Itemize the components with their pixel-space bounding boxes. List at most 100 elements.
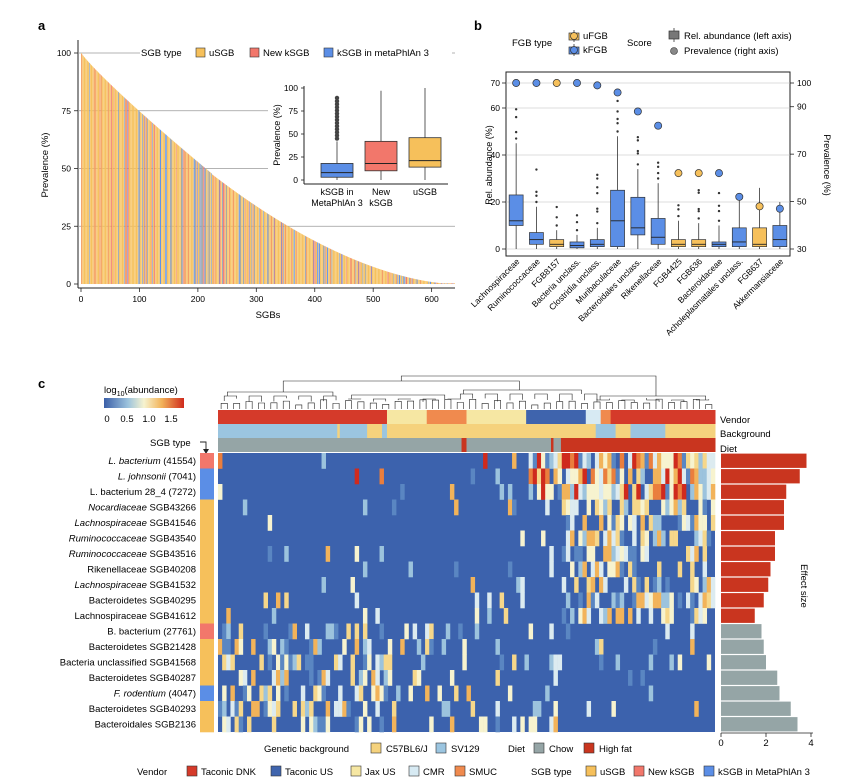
prevalence-bar [291, 228, 292, 284]
heatmap-cell [391, 716, 397, 733]
heatmap-cell [657, 561, 662, 578]
fgb-box [549, 239, 565, 248]
fgb-outlier [717, 191, 721, 195]
prevalence-bar [353, 259, 354, 284]
heatmap-cell [222, 701, 227, 717]
prevalence-bar [310, 238, 311, 284]
dendro-link [397, 398, 411, 401]
inset-outlier [334, 114, 340, 119]
prevalence-bar [297, 231, 298, 284]
heatmap-cell [512, 453, 517, 469]
prevalence-bar [192, 157, 194, 284]
annotation-cell [600, 410, 612, 424]
vendor-label: SMUC [469, 767, 497, 778]
heatmap-cell [379, 716, 384, 733]
x-tick-label: 500 [366, 294, 380, 304]
heatmap-cell [677, 654, 683, 671]
heatmap-cell [267, 546, 273, 562]
heatmap-cell [462, 639, 467, 655]
heatmap-cell [590, 546, 596, 562]
heatmap-cell [640, 592, 645, 609]
heatmap-cell [565, 453, 571, 469]
heatmap-cell [603, 577, 608, 593]
prevalence-bar [283, 223, 284, 284]
prevalence-bar [253, 204, 254, 284]
prevalence-bar [377, 268, 379, 284]
effect-size-bar [721, 531, 775, 546]
prevalence-bar [449, 283, 450, 284]
annotation-cell [466, 410, 527, 424]
prevalence-bar [383, 270, 385, 284]
prevalence-bar [120, 93, 121, 284]
prevalence-bar [276, 219, 278, 284]
prevalence-bar [255, 205, 257, 284]
prevalence-bar [398, 275, 400, 284]
prevalence-bar [117, 91, 119, 284]
heatmap-cell [429, 623, 434, 640]
heatmap-cell [582, 453, 587, 469]
heatmap-cell [619, 453, 625, 469]
dendro-link [233, 403, 241, 409]
prevalence-bar [249, 201, 250, 284]
legend-newksgb-swatch [249, 47, 260, 58]
row-sgb-type-cell [200, 530, 214, 547]
prevalence-bar [235, 192, 237, 284]
heatmap-cell [474, 623, 480, 640]
heatmap-cell [632, 499, 637, 516]
row-label: L. johnsonii (7041) [118, 472, 196, 483]
heatmap-cell [516, 577, 521, 593]
heatmap-cell [528, 623, 534, 640]
prevalence-bar [341, 253, 342, 284]
prevalence-bar [452, 283, 453, 284]
dendro-link [593, 401, 601, 409]
prevalence-bar [230, 188, 232, 284]
legend-vendor-title: Vendor [137, 767, 167, 778]
prevalence-bar [321, 244, 323, 284]
prevalence-bar [161, 130, 162, 284]
heatmap-cell [607, 468, 612, 485]
prevalence-bar [445, 283, 447, 284]
prevalence-bar [209, 171, 211, 284]
prevalence-bar [427, 281, 429, 284]
heatmap-cell [362, 670, 368, 686]
heatmap-cell [611, 468, 616, 485]
prevalence-bar [114, 88, 116, 284]
colorbar-tick-0: 0 [104, 414, 109, 425]
heatmap-cell [532, 716, 538, 733]
fgb-outlier [677, 208, 680, 211]
heatmap-cell [690, 515, 695, 531]
heatmap-cell [321, 453, 326, 469]
heatmap-cell [686, 546, 691, 562]
heatmap-cell [495, 701, 500, 717]
effect-size-bar [721, 453, 807, 468]
heatmap-cell [230, 685, 235, 702]
heatmap-cell [218, 639, 223, 655]
fgb-box [772, 225, 788, 247]
prevalence-bar [244, 198, 246, 284]
prevalence-bar [405, 276, 406, 284]
heatmap-cell [528, 484, 534, 500]
prevalence-bar [293, 229, 294, 284]
row-labels: L. bacterium (41554)L. johnsonii (7041)L… [60, 456, 196, 731]
prevalence-bar [200, 164, 201, 284]
prevalence-bar [402, 276, 403, 284]
heatmap-cell [325, 623, 331, 640]
heatmap-cell [454, 685, 459, 702]
prevalence-bar [138, 110, 139, 284]
colorbar [104, 398, 184, 408]
fgb-outlier [697, 217, 700, 220]
prevalence-bar [83, 56, 85, 285]
heatmap-cell [528, 716, 534, 733]
prevalence-bar [228, 187, 230, 284]
prevalence-bar [149, 120, 151, 284]
dendro-link [618, 400, 626, 409]
heatmap-cell [466, 685, 471, 702]
heatmap-cell [362, 654, 368, 671]
dendro-link [459, 393, 474, 399]
heatmap-cell [226, 716, 231, 733]
heatmap-cell [234, 701, 240, 717]
row-label: Ruminococcaceae SGB43516 [69, 549, 196, 560]
heatmap-cell [694, 546, 699, 562]
heatmap-cell [499, 592, 505, 609]
